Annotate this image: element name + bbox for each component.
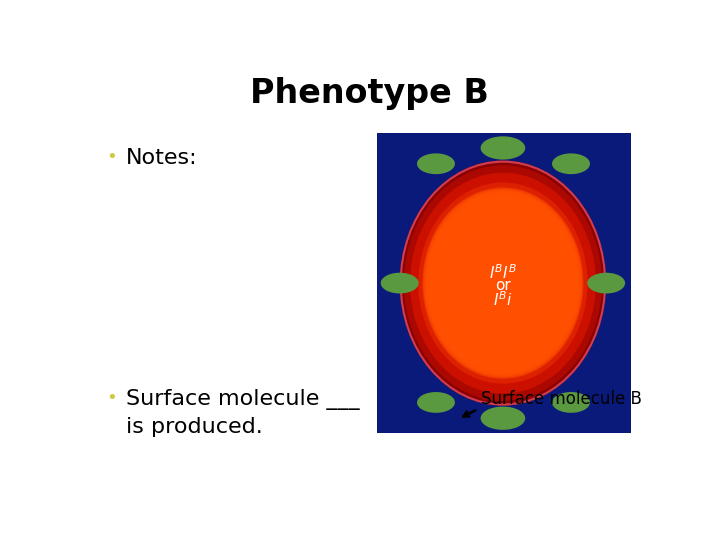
Ellipse shape: [417, 153, 455, 174]
Ellipse shape: [433, 200, 573, 367]
Ellipse shape: [427, 193, 579, 373]
Ellipse shape: [439, 207, 567, 359]
Ellipse shape: [441, 210, 565, 357]
Ellipse shape: [438, 206, 568, 360]
Ellipse shape: [457, 229, 549, 337]
Ellipse shape: [440, 208, 566, 358]
Ellipse shape: [488, 266, 518, 300]
Bar: [377, 133, 631, 433]
Ellipse shape: [437, 205, 569, 361]
Ellipse shape: [552, 392, 590, 413]
Ellipse shape: [434, 201, 572, 365]
Ellipse shape: [400, 160, 606, 406]
Text: Surface molecule ___
is produced.: Surface molecule ___ is produced.: [126, 389, 360, 436]
Ellipse shape: [418, 183, 588, 384]
Text: Surface molecule B: Surface molecule B: [481, 390, 642, 408]
Ellipse shape: [426, 192, 580, 374]
Ellipse shape: [381, 273, 418, 294]
Ellipse shape: [428, 194, 577, 372]
Text: $I^B$$i$: $I^B$$i$: [493, 291, 513, 309]
Ellipse shape: [424, 190, 582, 376]
Ellipse shape: [410, 173, 596, 394]
Ellipse shape: [552, 153, 590, 174]
Ellipse shape: [431, 198, 575, 368]
Ellipse shape: [445, 214, 561, 352]
Text: •: •: [107, 389, 117, 407]
Ellipse shape: [423, 188, 582, 377]
Text: $I^B$$I^B$: $I^B$$I^B$: [489, 264, 517, 282]
Ellipse shape: [432, 199, 574, 367]
Ellipse shape: [472, 246, 534, 320]
Ellipse shape: [464, 237, 542, 330]
Ellipse shape: [404, 165, 602, 401]
Ellipse shape: [429, 195, 577, 370]
Ellipse shape: [423, 187, 583, 379]
Ellipse shape: [431, 197, 575, 369]
Ellipse shape: [436, 204, 570, 362]
Ellipse shape: [439, 207, 567, 359]
Ellipse shape: [451, 222, 554, 345]
Ellipse shape: [433, 200, 572, 366]
Ellipse shape: [480, 136, 526, 160]
Text: Phenotype B: Phenotype B: [250, 77, 488, 110]
Ellipse shape: [435, 202, 571, 363]
Ellipse shape: [426, 191, 580, 375]
Text: •: •: [107, 148, 117, 166]
Ellipse shape: [426, 192, 580, 374]
Ellipse shape: [480, 407, 526, 430]
Ellipse shape: [480, 256, 526, 310]
Ellipse shape: [588, 273, 625, 294]
Ellipse shape: [417, 392, 455, 413]
Text: or: or: [495, 278, 510, 293]
Text: Notes:: Notes:: [126, 148, 198, 168]
